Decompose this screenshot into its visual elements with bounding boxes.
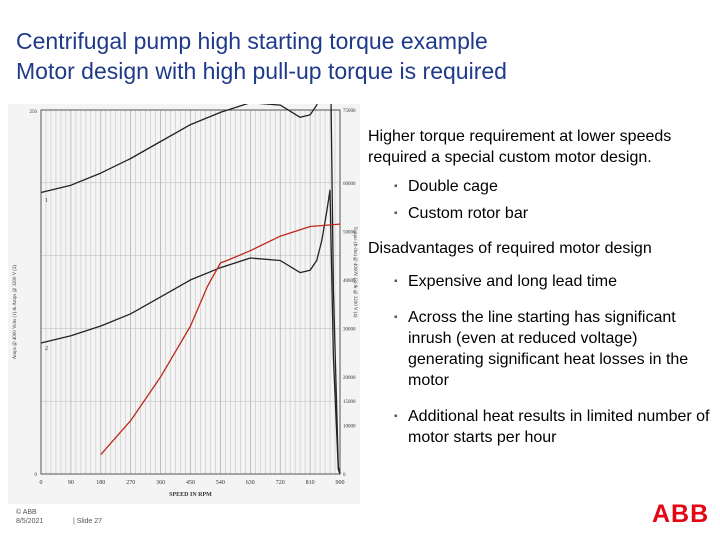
y-right-tick-label: 0 — [343, 473, 346, 478]
plot-frame — [40, 109, 341, 475]
footer-date: 8/5/2021 — [16, 518, 44, 525]
y-right-tick-label: 30000 — [343, 327, 356, 332]
curve-label-1: 1 — [45, 198, 48, 204]
design-features-list: ▪ Double cage ▪ Custom rotor bar — [368, 176, 713, 224]
list-item-text: Across the line starting has significant… — [408, 309, 689, 389]
x-tick-label: 270 — [126, 480, 135, 486]
chart-grid — [41, 110, 340, 474]
y-axis-left-label: Amps @ 4000 Volts (1) & Amps @ 3200 V (2… — [13, 264, 18, 359]
chart-series — [40, 104, 341, 475]
y-right-tick-label: 60000 — [343, 182, 356, 187]
x-tick-label: 90 — [68, 480, 74, 486]
footer-slide-number: | Slide 27 — [73, 518, 103, 525]
x-tick-label: 360 — [156, 480, 165, 486]
list-item: ▪ Custom rotor bar — [368, 203, 713, 224]
title-line-2: Motor design with high pull-up torque is… — [16, 58, 507, 84]
paragraph-disadvantages: Disadvantages of required motor design — [368, 240, 652, 257]
list-item: ▪ Additional heat results in limited numb… — [368, 406, 713, 448]
list-item-text: Additional heat results in limited numbe… — [408, 408, 710, 446]
chart-svg: 0 90 180 270 360 450 540 630 720 810 900 250 0 75000 6… — [8, 104, 360, 504]
slide-content: Higher torque requirement at lower speed… — [368, 126, 713, 463]
y-left-tick-label: 0 — [35, 473, 38, 478]
title-line-1: Centrifugal pump high starting torque ex… — [16, 28, 488, 54]
chart-ticks: 0 90 180 270 360 450 540 630 720 810 900 250 0 75000 6… — [30, 109, 357, 486]
torque-speed-chart: 0 90 180 270 360 450 540 630 720 810 900 250 0 75000 6… — [8, 104, 360, 504]
x-tick-label: 540 — [216, 480, 225, 486]
x-tick-label: 180 — [96, 480, 105, 486]
bullet-icon: ▪ — [394, 312, 398, 323]
x-tick-label: 810 — [306, 480, 315, 486]
x-tick-label: 0 — [40, 480, 43, 486]
y-right-tick-label: 15000 — [343, 400, 356, 405]
y-right-tick-label: 40000 — [343, 279, 356, 284]
bullet-icon: ▪ — [394, 276, 398, 287]
footer-copyright: © ABB — [16, 509, 37, 516]
abb-logo: ABB — [652, 500, 710, 528]
y-right-tick-label: 10000 — [343, 424, 356, 429]
x-tick-label: 450 — [186, 480, 195, 486]
list-item-text: Double cage — [408, 178, 498, 195]
chart-background — [8, 104, 360, 504]
series-line-2 — [40, 189, 341, 475]
y-left-tick-label: 250 — [30, 110, 38, 115]
bullet-icon: ▪ — [394, 411, 398, 422]
slide-footer: © ABB 8/5/2021 | Slide 27 — [16, 508, 102, 526]
slide-title: Centrifugal pump high starting torque ex… — [16, 26, 507, 86]
series-line-1 — [40, 104, 341, 475]
list-item: ▪ Expensive and long lead time — [368, 271, 713, 292]
x-tick-label: 630 — [246, 480, 255, 486]
y-right-tick-label: 20000 — [343, 376, 356, 381]
x-tick-label: 900 — [336, 480, 345, 486]
list-item-text: Custom rotor bar — [408, 205, 529, 222]
list-item-text: Expensive and long lead time — [408, 273, 618, 290]
y-right-tick-label: 50000 — [343, 230, 356, 235]
list-item: ▪ Across the line starting has significan… — [368, 307, 713, 391]
y-right-tick-label: 75000 — [343, 109, 356, 114]
disadvantages-list: ▪ Expensive and long lead time ▪ Across th… — [368, 271, 713, 448]
bullet-icon: ▪ — [394, 208, 398, 219]
y-axis-right-label: Torque (ft-lbs) @ 4000V (3) & @ 3200 V (… — [352, 227, 357, 318]
x-axis-label: SPEED IN RPM — [169, 492, 212, 498]
paragraph-torque-requirement: Higher torque requirement at lower speed… — [368, 128, 672, 166]
series-line-3 — [100, 223, 341, 456]
bullet-icon: ▪ — [394, 181, 398, 192]
x-tick-label: 720 — [276, 480, 285, 486]
curve-label-2: 2 — [45, 346, 48, 352]
list-item: ▪ Double cage — [368, 176, 713, 197]
